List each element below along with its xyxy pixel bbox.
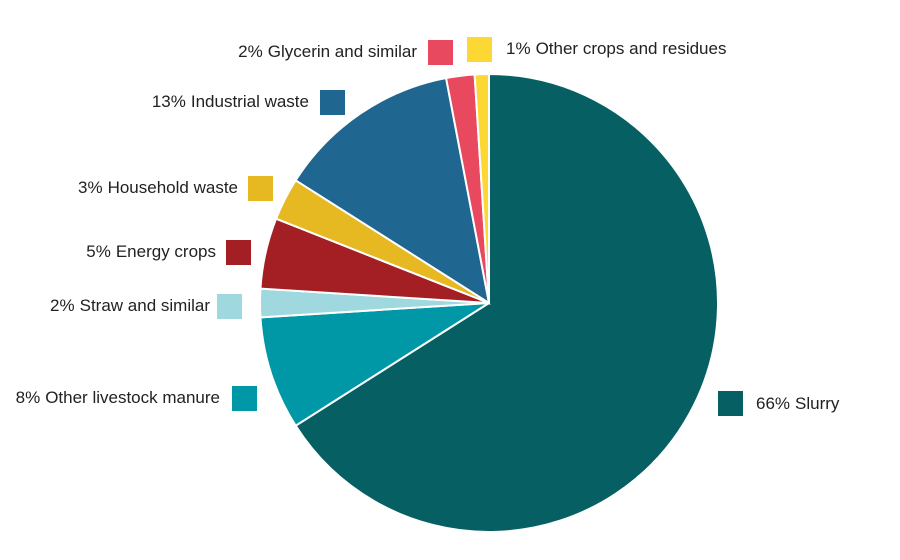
- category-label: Household waste: [108, 178, 238, 197]
- value-label: 5%: [86, 242, 111, 261]
- legend-swatch: [467, 37, 492, 62]
- legend-swatch: [428, 40, 453, 65]
- value-label: 13%: [152, 92, 186, 111]
- legend-swatch: [226, 240, 251, 265]
- category-label: Other crops and residues: [536, 39, 727, 58]
- legend-swatch: [718, 391, 743, 416]
- category-label: Glycerin and similar: [268, 42, 418, 61]
- category-label: Slurry: [795, 394, 840, 413]
- pie-slice: [294, 76, 491, 306]
- slice-label: 2% Glycerin and similar: [238, 42, 417, 61]
- slice-label: 2% Straw and similar: [50, 296, 210, 315]
- value-label: 8%: [16, 388, 41, 407]
- legend-swatch: [232, 386, 257, 411]
- slice-label: 1% Other crops and residues: [506, 39, 726, 58]
- slice-label: 5% Energy crops: [86, 242, 216, 261]
- pie-slice: [259, 302, 490, 428]
- pie-slice: [473, 72, 490, 304]
- legend-swatch: [248, 176, 273, 201]
- slice-label: 8% Other livestock manure: [16, 388, 220, 407]
- pie-slice: [294, 72, 719, 533]
- value-label: 2%: [50, 296, 75, 315]
- category-label: Energy crops: [116, 242, 216, 261]
- slice-label: 3% Household waste: [78, 178, 238, 197]
- category-label: Industrial waste: [191, 92, 309, 111]
- category-label: Other livestock manure: [45, 388, 220, 407]
- value-label: 2%: [238, 42, 263, 61]
- value-label: 1%: [506, 39, 531, 58]
- slice-label: 66% Slurry: [756, 394, 840, 413]
- value-label: 3%: [78, 178, 103, 197]
- legend-swatch: [320, 90, 345, 115]
- legend-swatch: [217, 294, 242, 319]
- slice-label: 13% Industrial waste: [152, 92, 309, 111]
- value-label: 66%: [756, 394, 790, 413]
- category-label: Straw and similar: [80, 296, 211, 315]
